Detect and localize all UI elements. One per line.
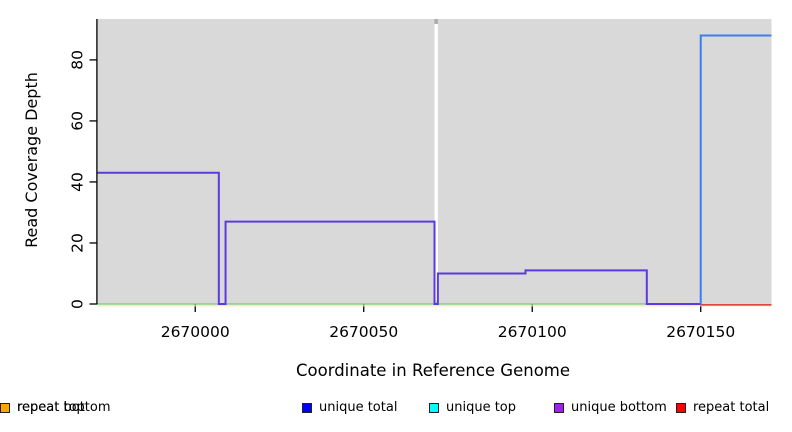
legend-label: unique top (446, 400, 517, 415)
legend-label: repeat bottom (17, 400, 111, 415)
x-tick-label: 2670100 (498, 323, 567, 341)
repeat-total-swatch-icon (676, 402, 686, 413)
unique-top-swatch-icon (429, 402, 439, 413)
series-unique-total (699, 34, 772, 304)
legend-item-unique-top: unique top (429, 400, 516, 415)
x-tick-label: 2670000 (161, 323, 230, 341)
legend-item-repeat-bottom: repeat bottom (0, 400, 111, 415)
legend-label: unique total (319, 400, 398, 415)
x-tick-label: 2670150 (666, 323, 735, 341)
x-axis-title: Coordinate in Reference Genome (295, 361, 571, 380)
y-tick-label: 20 (69, 233, 87, 253)
coverage-gap-top-stub (434, 19, 438, 24)
y-tick-label: 60 (69, 111, 87, 131)
y-tick-label: 80 (69, 50, 87, 70)
legend-label: repeat top (17, 400, 85, 415)
y-tick-label: 0 (69, 299, 87, 309)
y-tick-label: 40 (69, 172, 87, 192)
y-axis-title: Read Coverage Depth (22, 72, 41, 248)
legend-label: unique bottom (571, 400, 667, 415)
unique-bottom-swatch-icon (554, 402, 564, 413)
legend-item-unique-total: unique total (302, 400, 397, 415)
x-tick-label: 2670050 (329, 323, 398, 341)
unique-total-swatch-icon (302, 402, 312, 413)
legend-label: repeat total (693, 400, 770, 415)
legend-item-unique-bottom: unique bottom (554, 400, 667, 415)
series-unique-bottom (97, 171, 701, 305)
legend-item-repeat-total: repeat total (676, 400, 769, 415)
coverage-gap (434, 19, 438, 301)
repeat-bottom-swatch-icon (0, 402, 10, 413)
